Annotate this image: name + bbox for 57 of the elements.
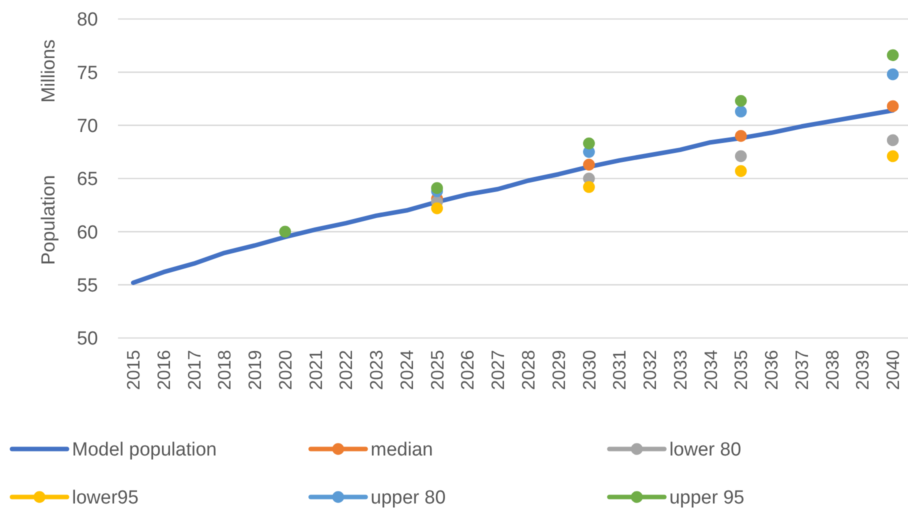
x-tick-label: 2016 [154,350,174,390]
x-tick-label: 2027 [488,350,508,390]
point [431,182,443,194]
x-tick-label: 2036 [762,350,782,390]
x-tick-label: 2020 [275,350,296,390]
point [886,100,899,112]
legend-label: lower95 [72,488,139,509]
y-tick-label: 70 [76,116,98,137]
text: Millions [38,39,60,103]
point [734,165,747,177]
x-tick-label: 2028 [518,350,538,390]
point [583,158,595,171]
x-tick-label: 2030 [579,350,600,390]
y-tick-label: 75 [76,62,98,84]
point [583,181,595,193]
y-tick-label: 65 [76,169,98,190]
x-tick-label: 2033 [670,350,690,390]
x-tick-label: 2029 [548,350,569,390]
x-tick-label: 2018 [214,350,235,390]
x-tick-label: 2022 [336,350,356,390]
point [886,68,899,80]
point [886,49,899,62]
y-tick-label: 80 [76,10,98,31]
x-tick-label: 2024 [396,350,417,390]
x-tick-label: 2037 [792,350,812,390]
legend-label: upper 80 [370,488,446,509]
x-tick-label: 2019 [245,350,266,390]
x-tick-label: 2032 [640,350,660,390]
x-tick-label: 2035 [731,350,752,390]
x-tick-label: 2034 [700,350,721,390]
y-tick-label: 60 [76,222,98,244]
point [279,226,292,238]
point [734,94,747,107]
x-tick-label: 2025 [427,350,448,390]
legend-label: lower 80 [669,440,742,461]
point [431,202,443,214]
x-tick-label: 2026 [458,350,478,390]
legend-label: Model population [72,440,217,461]
point [734,130,747,142]
x-tick-label: 2040 [883,350,904,390]
x-tick-label: 2038 [822,350,842,390]
point [734,150,747,162]
x-tick-label: 2021 [306,350,326,390]
y-tick-label: 55 [76,275,98,296]
x-tick-label: 2023 [366,350,387,390]
point [583,138,595,150]
point [886,134,899,146]
x-tick-label: 2017 [184,350,204,390]
x-tick-label: 2015 [123,350,144,390]
point [734,106,747,118]
x-tick-label: 2031 [610,350,630,390]
y-tick-label: 50 [76,328,98,350]
y-axis-title: Population [38,175,60,265]
point [886,150,899,162]
legend-label: upper 95 [669,488,744,509]
x-tick-label: 2039 [852,350,873,390]
legend-label: median [370,440,433,461]
